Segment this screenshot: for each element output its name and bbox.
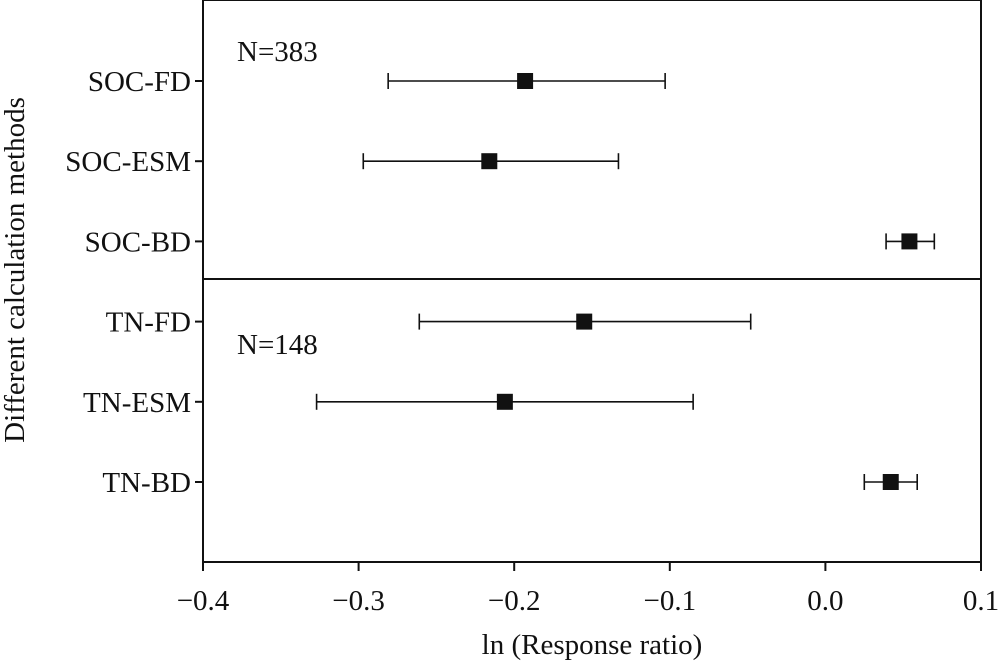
category-label: SOC-BD bbox=[85, 226, 191, 258]
x-tick-label: −0.1 bbox=[643, 585, 696, 617]
mean-marker bbox=[576, 313, 593, 330]
y-axis-categories: SOC-FD SOC-ESM SOC-BD TN-FD TN-ESM TN-BD bbox=[65, 66, 203, 499]
category-label: TN-BD bbox=[102, 467, 191, 499]
data-marks bbox=[315, 73, 936, 490]
x-tick-label: 0.1 bbox=[963, 585, 999, 617]
mean-marker bbox=[481, 153, 498, 170]
mean-marker bbox=[882, 474, 899, 490]
annotation-n-tn: N=148 bbox=[237, 329, 318, 361]
mean-marker bbox=[496, 393, 513, 410]
annotation-n-soc: N=383 bbox=[237, 36, 318, 68]
mean-marker bbox=[901, 233, 918, 250]
x-tick-label: 0.0 bbox=[807, 585, 843, 617]
category-label: SOC-ESM bbox=[65, 146, 191, 178]
category-label: TN-FD bbox=[106, 307, 191, 339]
mean-marker bbox=[517, 73, 534, 89]
plot-frame bbox=[202, 0, 982, 563]
x-axis-ticks: −0.4 −0.3 −0.2 −0.1 0.0 0.1 bbox=[177, 562, 999, 617]
category-label: SOC-FD bbox=[88, 66, 191, 98]
x-tick-label: −0.3 bbox=[332, 585, 385, 617]
category-label: TN-ESM bbox=[83, 387, 191, 419]
x-tick-label: −0.2 bbox=[488, 585, 541, 617]
x-tick-label: −0.4 bbox=[177, 585, 230, 617]
x-axis-title: ln (Response ratio) bbox=[482, 629, 703, 661]
y-axis-title: Different calculation methods bbox=[0, 97, 31, 443]
